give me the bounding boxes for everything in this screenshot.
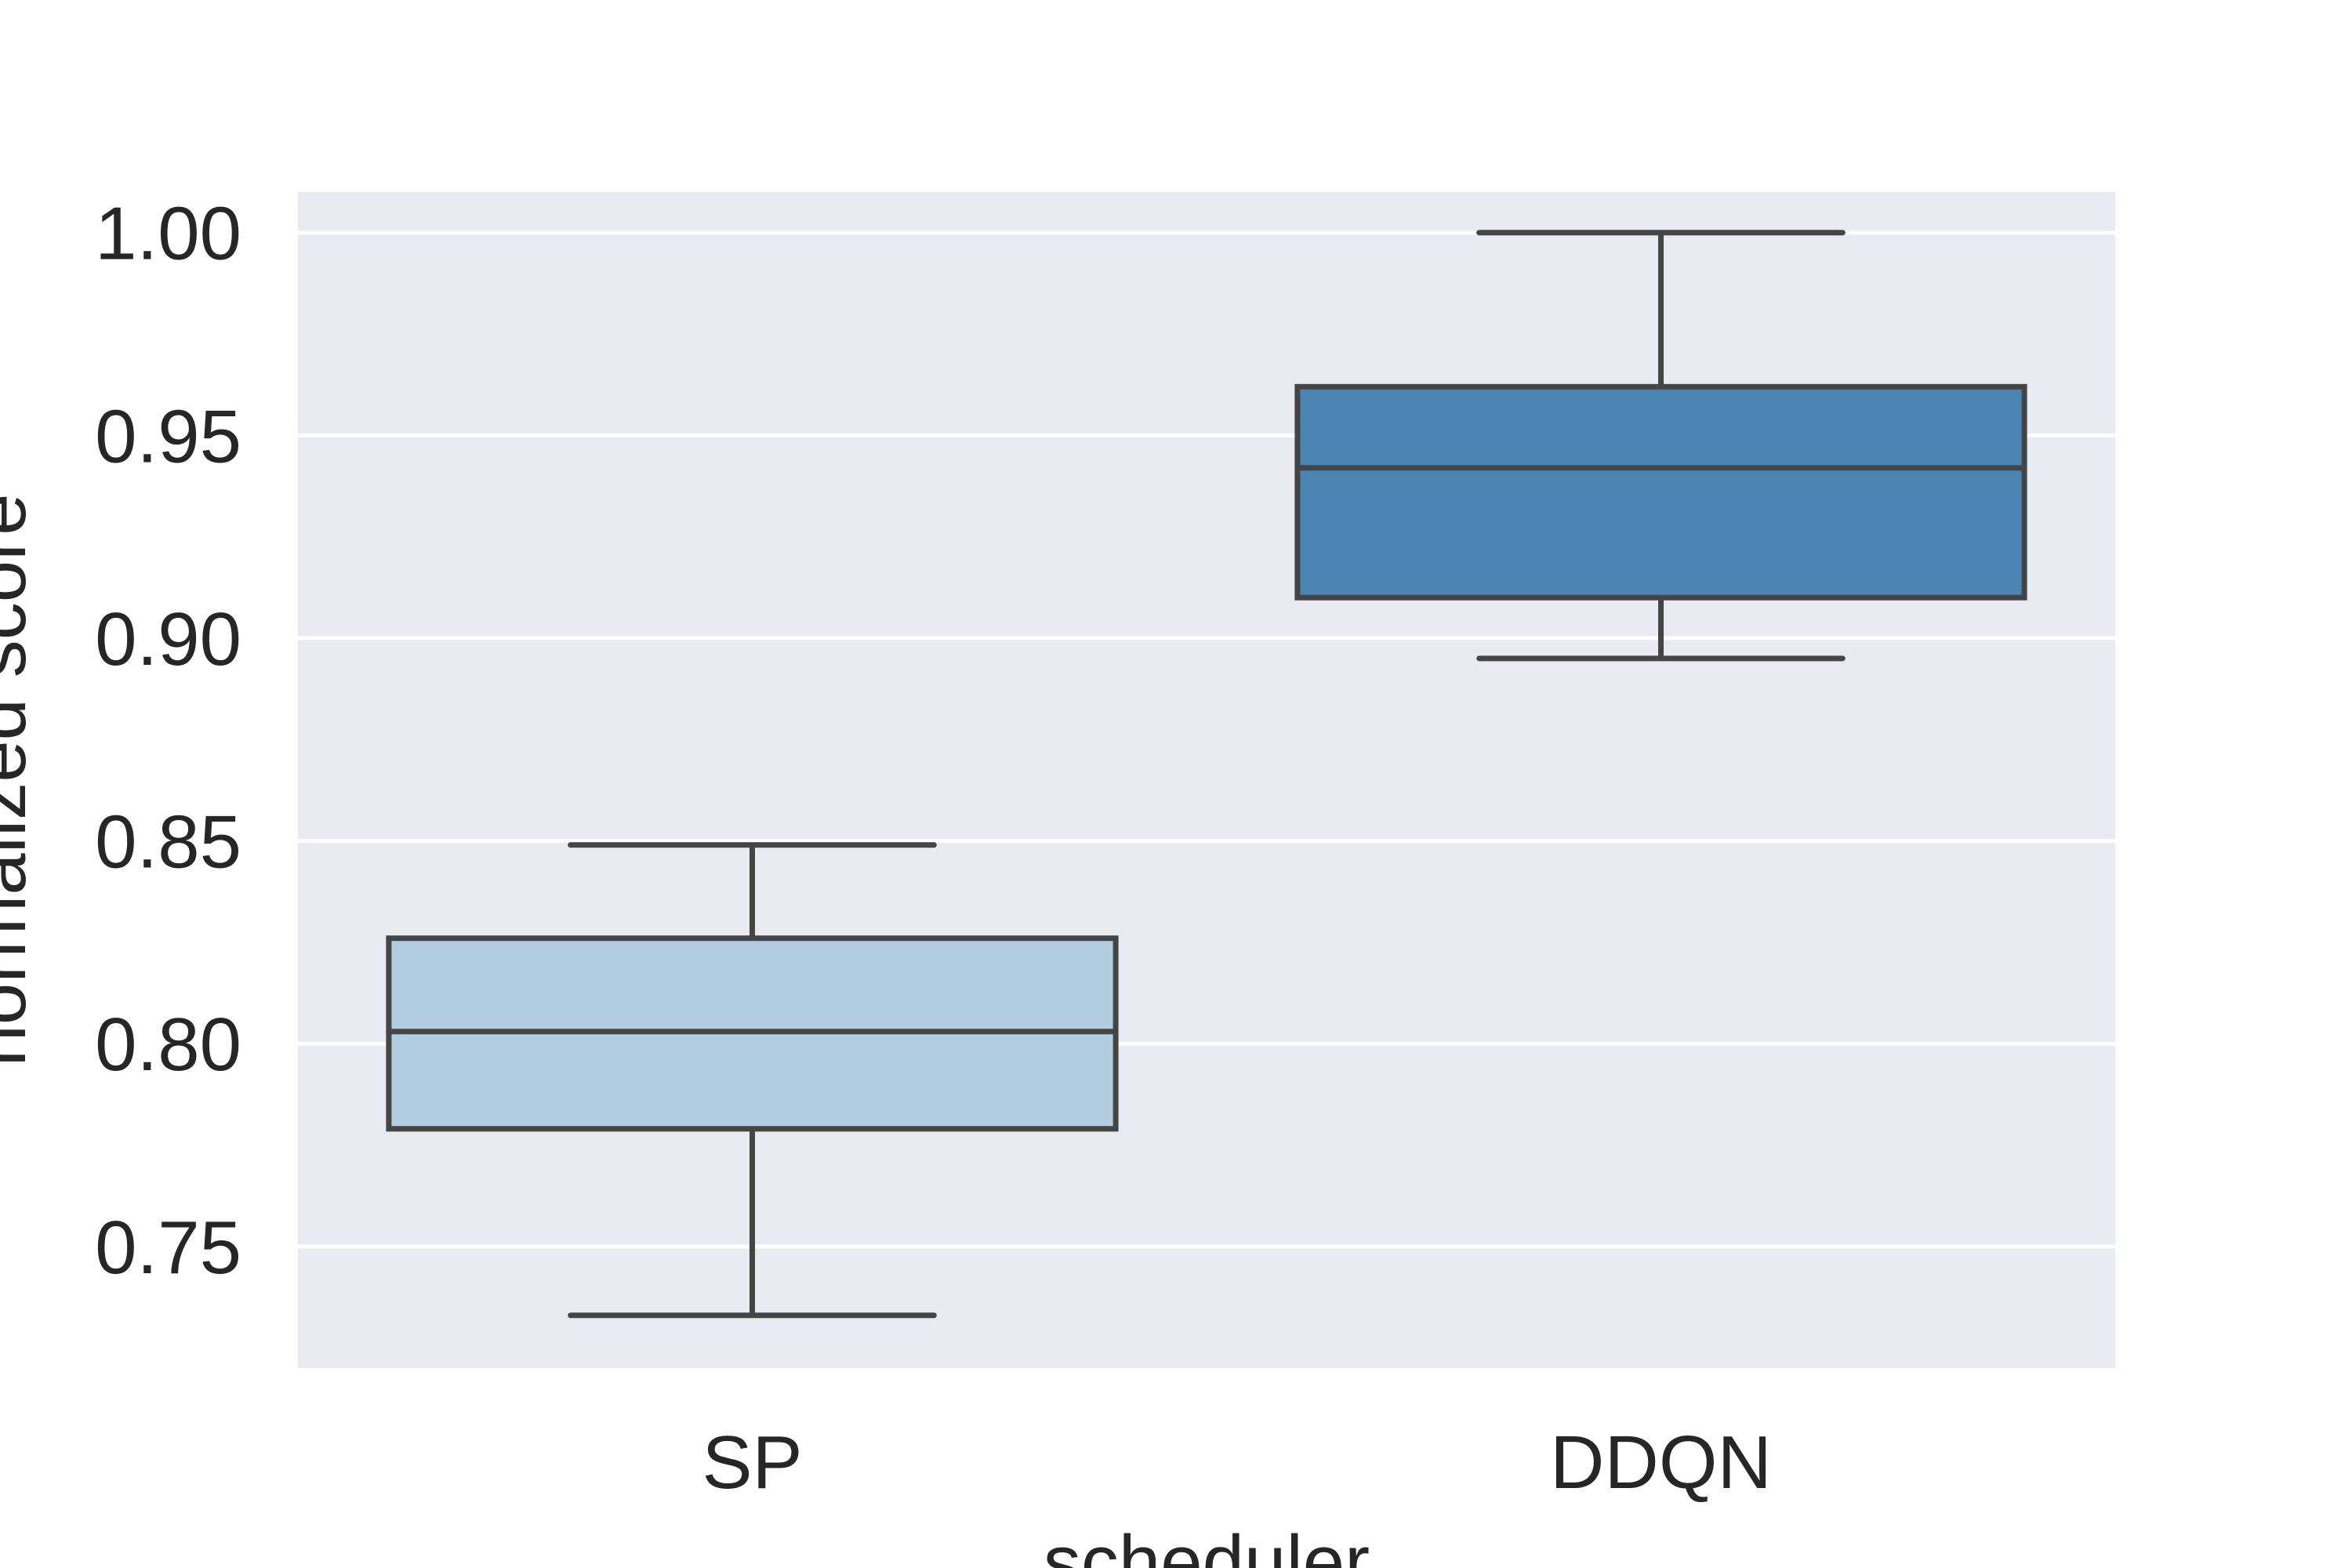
y-tick-labels: 0.75 0.80 0.85 0.90 0.95 1.00 <box>95 192 241 1290</box>
y-tick-label: 0.85 <box>95 800 241 884</box>
x-axis-label: scheduler <box>1044 1520 1370 1568</box>
y-tick-label: 1.00 <box>95 192 241 276</box>
box-ddqn <box>1294 230 2027 662</box>
plot-area <box>298 192 2115 1368</box>
x-tick-label: SP <box>702 1421 802 1504</box>
y-tick-label: 0.90 <box>95 597 241 681</box>
x-tick-labels: SP DDQN <box>702 1421 1771 1504</box>
box-sp <box>386 842 1119 1319</box>
y-tick-label: 0.75 <box>95 1206 241 1290</box>
y-axis-label: normalized score <box>0 494 42 1067</box>
iqr-box <box>1294 383 2027 601</box>
boxes <box>386 230 2027 1319</box>
y-tick-label: 0.80 <box>95 1003 241 1087</box>
x-tick-label: DDQN <box>1550 1421 1772 1504</box>
y-tick-label: 0.95 <box>95 394 241 478</box>
